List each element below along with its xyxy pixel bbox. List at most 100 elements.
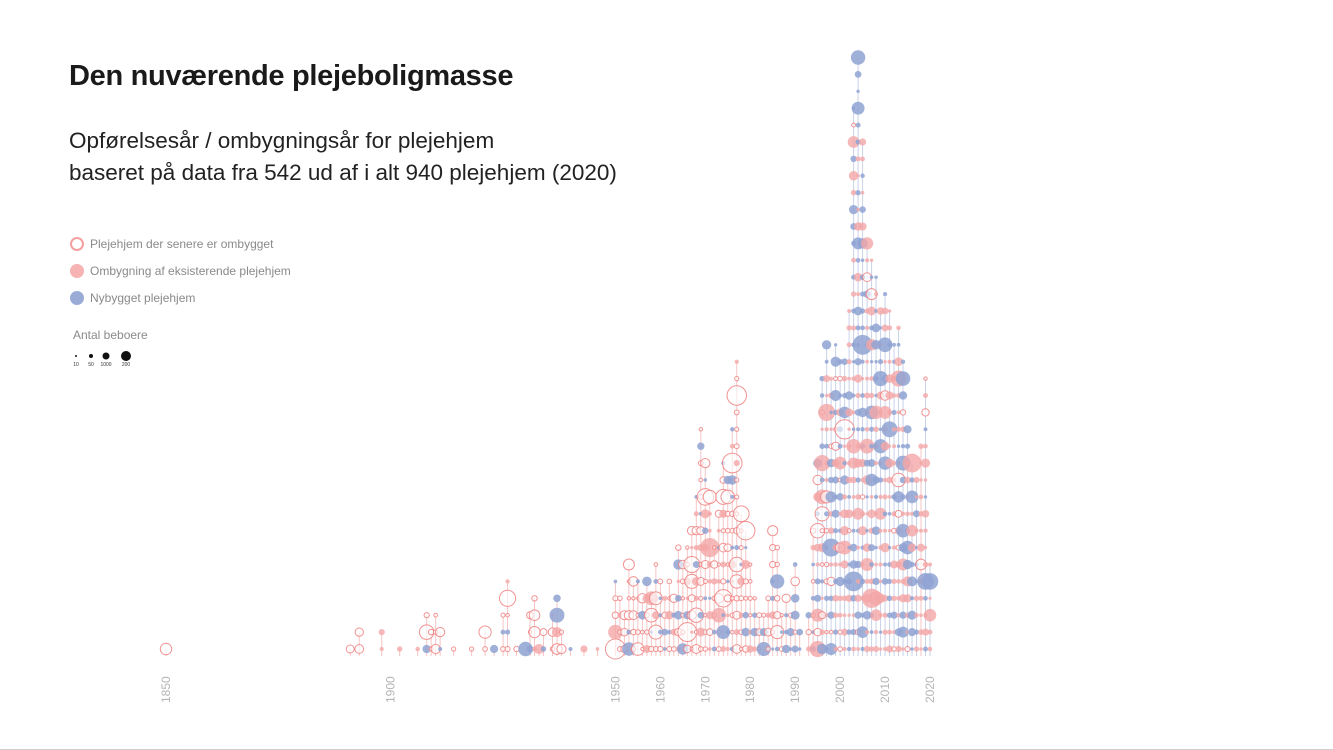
data-point [422,644,431,654]
data-point [869,360,874,364]
data-point [863,645,871,653]
data-point [878,528,883,533]
data-point [786,627,795,637]
data-point [698,477,704,483]
data-point [734,426,740,432]
data-point [919,647,923,651]
data-point [657,645,664,653]
data-point [840,475,850,485]
data-point [830,390,842,401]
data-point [869,426,875,432]
data-point [922,392,929,399]
data-point [856,292,861,297]
hollow-circle-icon [70,236,84,251]
data-point [626,596,632,601]
data-point [451,646,457,652]
data-point [928,596,932,600]
data-point [854,358,862,366]
data-point [872,476,880,484]
data-point [833,562,838,567]
data-point [867,306,877,316]
data-point [834,419,855,440]
data-point [909,511,915,516]
data-point [847,494,852,499]
data-point [779,613,784,618]
data-point [553,594,561,603]
data-point [927,562,933,567]
data-point [842,613,847,617]
data-point [733,443,740,450]
data-point [923,545,928,550]
data-point [869,275,874,279]
data-point [744,546,748,550]
data-point [874,360,878,364]
data-point [674,610,683,620]
data-point [872,577,880,586]
data-point [626,629,632,635]
data-point [860,258,865,263]
data-point [858,138,867,146]
data-point [829,427,833,432]
data-point [851,410,856,415]
x-tick-label: 2010 [878,676,892,703]
data-point [737,577,746,586]
data-point [716,625,731,640]
data-point [774,561,780,568]
data-point [886,578,893,584]
data-point [916,543,926,552]
data-point [862,610,872,620]
data-point [846,438,861,454]
data-point [779,630,784,634]
data-point [891,409,897,415]
data-point [912,510,921,518]
data-point [531,595,538,602]
data-point [500,612,506,618]
data-point [752,596,757,601]
data-point [852,507,865,520]
data-point [880,542,890,553]
data-point [851,393,856,398]
size-dot-small [75,355,77,357]
data-point [860,156,865,162]
data-point [854,611,862,619]
data-point [891,578,897,585]
data-point [819,579,825,584]
data-point [878,359,884,365]
data-point [919,613,923,618]
data-point [844,391,854,400]
data-point [860,427,865,432]
data-point [433,612,438,618]
data-point [878,427,883,432]
data-point [832,612,839,618]
data-point [738,595,745,602]
data-point [877,337,893,353]
data-point [906,524,918,537]
data-point [843,571,864,592]
data-point [914,528,919,533]
data-point [824,393,829,398]
data-point [856,647,861,651]
data-point [897,626,909,638]
data-point [900,511,906,516]
data-point [730,629,735,635]
data-point [881,594,889,602]
stem-lines [165,57,931,656]
data-point [726,385,747,406]
data-point [720,561,727,568]
data-point [770,574,785,589]
x-tick-label: 2000 [833,676,847,703]
data-point [882,612,888,618]
data-point [725,646,730,652]
data-point [734,477,740,483]
data-point [824,629,829,635]
data-point [726,579,730,584]
data-point [827,611,835,619]
pink-circle-icon [70,263,84,278]
data-point [870,609,882,622]
data-point [711,607,727,623]
data-point [482,646,488,652]
data-point [702,489,717,505]
data-point [842,461,847,466]
data-point [720,645,727,653]
data-point [748,562,753,567]
